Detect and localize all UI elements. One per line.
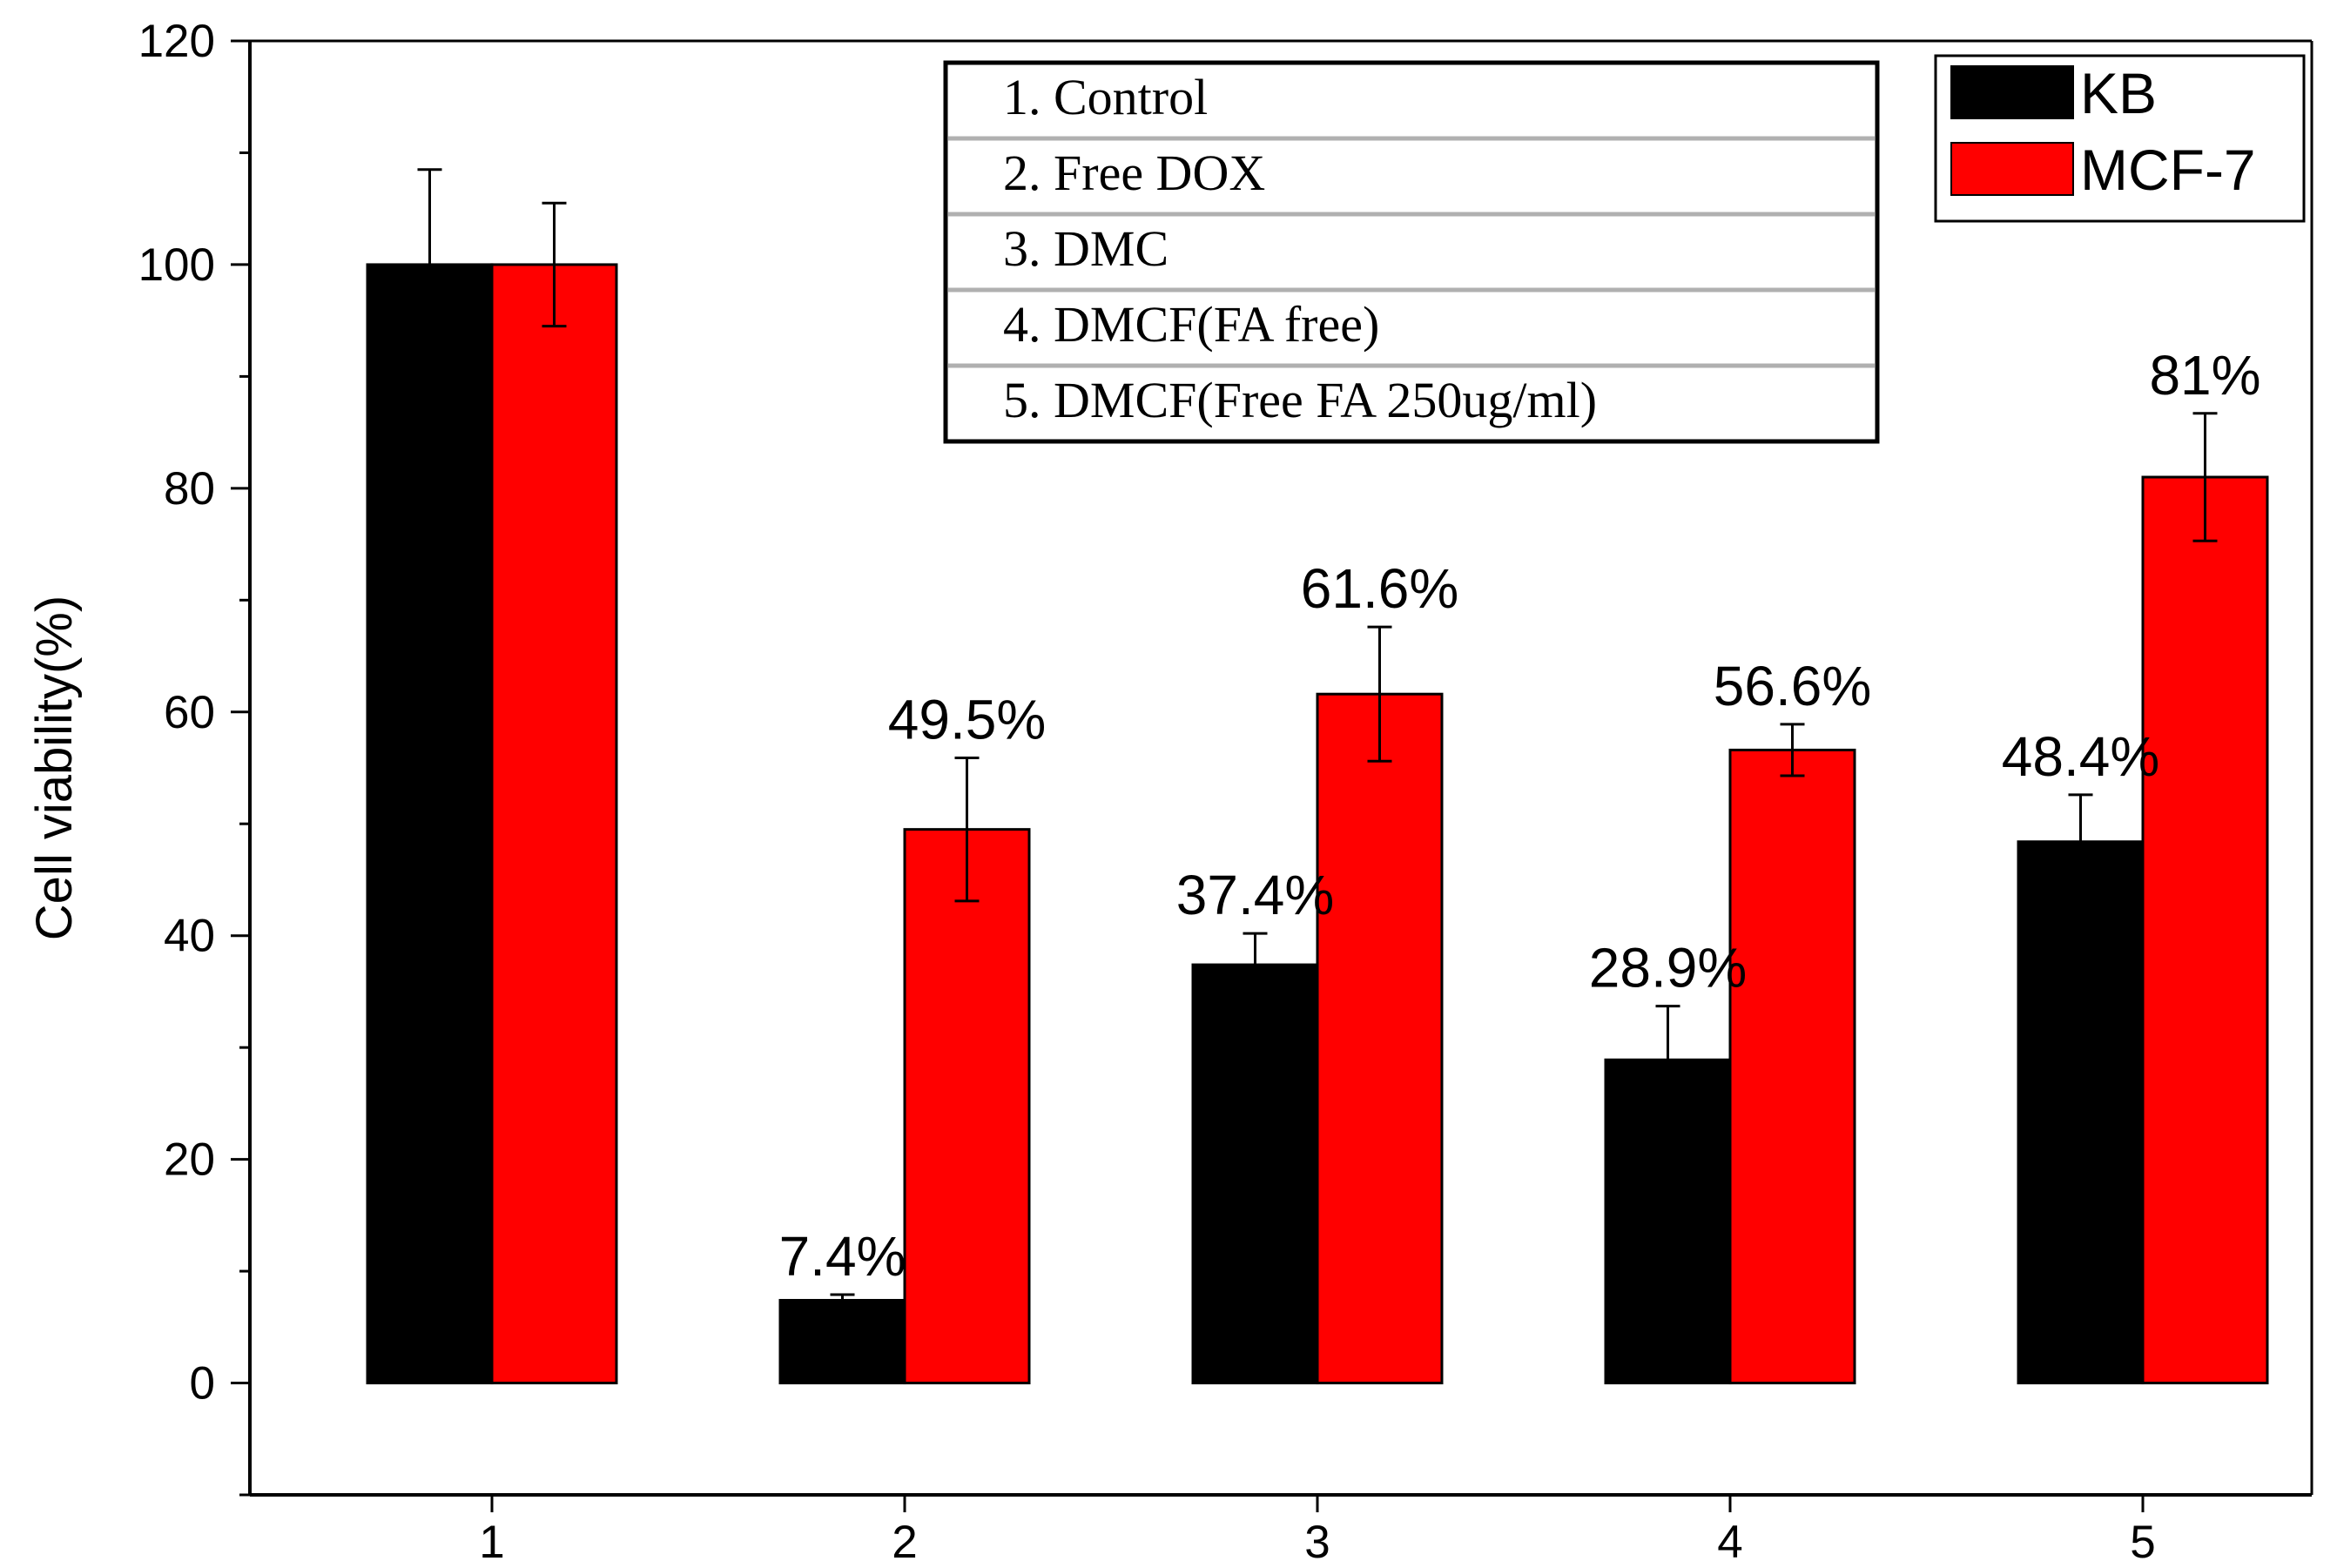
y-tick-label: 60 [164,687,215,738]
bar-kb-3 [1191,963,1319,1385]
bar-mcf-7-1 [490,263,618,1385]
treatment-key-item: 5. DMCF(Free FA 250ug/ml) [1003,372,1597,428]
data-label-mcf-7-3: 61.6% [1301,557,1458,620]
y-tick-label: 120 [138,16,215,67]
y-axis-title: Cell viability(%) [26,596,83,940]
y-tick-label: 0 [190,1358,215,1410]
treatment-key-item: 1. Control [1003,69,1208,125]
data-label-mcf-7-4: 56.6% [1714,655,1871,717]
legend-swatch-mcf-7 [1950,142,2074,196]
y-tick-label: 100 [138,239,215,291]
x-tick-label: 5 [2130,1517,2155,1568]
data-label-kb-5: 48.4% [2002,725,2159,788]
y-tick-label: 80 [164,463,215,515]
data-label-kb-2: 7.4% [779,1225,906,1288]
y-tick-label: 40 [164,911,215,962]
bar-mcf-7-2 [903,828,1031,1385]
treatment-key-box: 1. Control 2. Free DOX 3. DMC 4. DMCF(FA fr… [943,60,1880,444]
error-bars-layer [417,168,2218,1308]
legend: KB MCF-7 [1934,54,2306,223]
y-tick-label: 20 [164,1134,215,1186]
treatment-key-item: 3. DMC [1003,220,1168,277]
legend-label-kb: KB [2080,61,2157,125]
treatment-key-frame [943,60,1880,444]
data-labels-layer: 7.4% 49.5% 37.4% 61.6% 28.9% 56.6% 48.4% 81% [779,344,2261,1288]
bar-mcf-7-3 [1316,692,1444,1385]
data-label-mcf-7-2: 49.5% [888,688,1046,750]
x-tick-label: 4 [1717,1517,1742,1568]
legend-label-mcf-7: MCF-7 [2080,138,2256,202]
legend-swatch-kb [1950,65,2074,119]
data-label-kb-3: 37.4% [1176,864,1334,926]
axes-layer: 0 20 40 60 80 100 120 1 2 3 4 5 Cell viability(%) [26,16,2313,1568]
bar-mcf-7-4 [1728,748,1856,1385]
x-tick-label: 2 [892,1517,917,1568]
treatment-key-item: 4. DMCF(FA free) [1003,296,1379,353]
bar-mcf-7-5 [2141,475,2269,1385]
bars-layer [366,263,2269,1385]
treatment-key-item: 2. Free DOX [1003,145,1265,201]
data-label-kb-4: 28.9% [1589,937,1747,999]
bar-kb-2 [778,1298,906,1385]
bar-kb-1 [366,263,494,1385]
x-tick-label: 1 [479,1517,504,1568]
bar-kb-5 [2017,840,2145,1385]
data-label-mcf-7-5: 81% [2149,344,2260,407]
x-tick-label: 3 [1304,1517,1330,1568]
